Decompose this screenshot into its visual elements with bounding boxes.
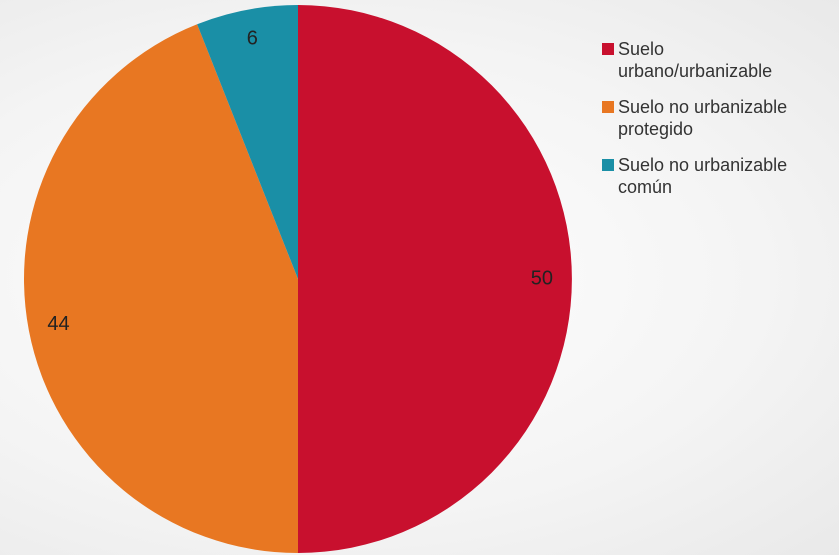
legend-swatch bbox=[602, 43, 614, 55]
pie-slice bbox=[298, 5, 572, 553]
legend-item: Suelo no urbanizable común bbox=[602, 154, 817, 198]
data-label: 50 bbox=[531, 267, 553, 289]
legend-swatch bbox=[602, 159, 614, 171]
data-label: 6 bbox=[247, 28, 258, 50]
legend-label: Suelo urbano/urbanizable bbox=[618, 39, 773, 81]
data-label: 44 bbox=[47, 313, 69, 335]
pie-slice bbox=[197, 5, 298, 279]
legend-label: Suelo no urbanizable protegido bbox=[618, 97, 788, 139]
legend-item: Suelo no urbanizable protegido bbox=[602, 96, 817, 140]
pie-slice bbox=[23, 24, 299, 553]
legend: Suelo urbano/urbanizable Suelo no urbaniz… bbox=[602, 38, 817, 212]
legend-item: Suelo urbano/urbanizable bbox=[602, 38, 817, 82]
legend-label: Suelo no urbanizable común bbox=[618, 155, 788, 197]
legend-swatch bbox=[602, 101, 614, 113]
